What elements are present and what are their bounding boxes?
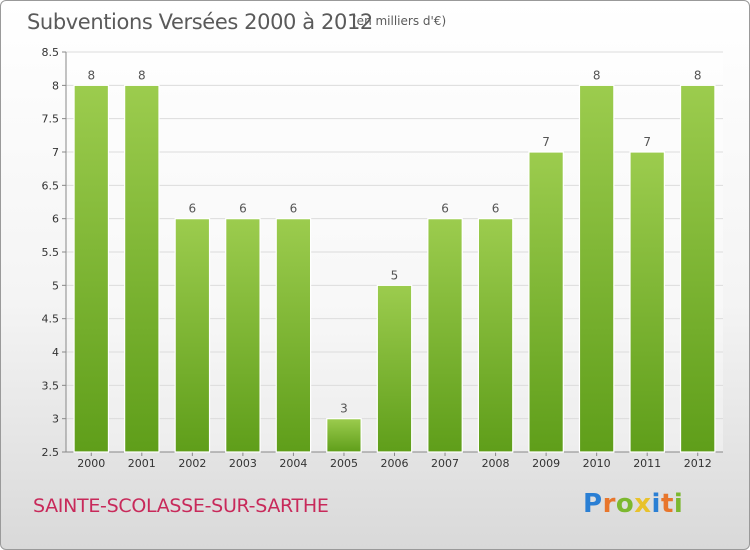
bar-2011 [629,151,665,453]
data-label: 3 [340,402,348,416]
bar-2012 [679,84,716,453]
bar-2004 [275,218,312,453]
labels: 2.5 3 3.5 4 4.5 5 5.5 6 6.5 7 7.5 8 8.5 2000 8 2001 8 200… [42,46,712,470]
x-tick-label: 2001 [128,457,156,470]
chart-unit-subtitle: (en milliers d'€) [352,14,447,28]
y-tick-label: 7 [52,146,59,159]
y-tick-label: 6.5 [42,179,60,192]
bar-2009 [528,151,564,453]
bar-2007 [427,218,463,453]
bar-2003 [225,218,261,453]
x-tick-label: 2009 [532,457,560,470]
bar-2000 [73,84,110,453]
brand-letter: t [660,489,674,519]
x-tick-label: 2000 [77,457,105,470]
x-tick-label: 2005 [330,457,358,470]
y-tick-label: 2.5 [42,446,60,459]
data-label: 7 [643,135,651,149]
chart-title: Subventions Versées 2000 à 2012 [27,10,373,34]
brand-letter: x [634,489,652,519]
bar-2002 [174,218,211,453]
brand-letter: r [602,489,616,519]
y-tick-label: 4 [52,346,59,359]
data-label: 6 [492,202,500,216]
x-tick-label: 2008 [482,457,510,470]
x-tick-label: 2007 [431,457,459,470]
brand-logo: Proxiti [583,489,683,519]
brand-letter: P [583,489,603,519]
x-tick-label: 2002 [178,457,206,470]
bar-2010 [578,84,615,453]
y-tick-label: 8.5 [42,46,60,59]
x-tick-label: 2003 [229,457,257,470]
y-tick-label: 8 [52,79,59,92]
brand-letter: o [615,489,635,519]
data-label: 6 [290,202,298,216]
data-label: 8 [138,68,146,82]
x-tick-label: 2011 [633,457,661,470]
x-tick-label: 2010 [583,457,611,470]
data-label: 8 [87,68,95,82]
y-tick-label: 3.5 [42,379,60,392]
place-name: SAINTE-SCOLASSE-SUR-SARTHE [33,495,329,517]
bars [73,84,716,453]
data-label: 6 [189,202,197,216]
x-tick-label: 2006 [381,457,409,470]
data-label: 8 [694,68,702,82]
data-label: 5 [391,268,399,282]
y-tick-label: 5.5 [42,246,60,259]
brand-letter: i [673,489,684,519]
bar-2008 [477,218,514,453]
data-label: 8 [593,68,601,82]
bar-2001 [124,84,160,453]
y-tick-label: 3 [52,413,59,426]
y-tick-label: 5 [52,279,59,292]
data-label: 6 [239,202,247,216]
y-tick-label: 4.5 [42,313,60,326]
bar-2005 [326,418,362,453]
x-tick-label: 2004 [279,457,307,470]
data-label: 7 [542,135,550,149]
y-tick-label: 7.5 [42,113,60,126]
data-label: 6 [441,202,449,216]
bar-2006 [376,284,413,453]
y-tick-label: 6 [52,213,59,226]
brand-letter: i [651,489,661,519]
x-tick-label: 2012 [684,457,712,470]
